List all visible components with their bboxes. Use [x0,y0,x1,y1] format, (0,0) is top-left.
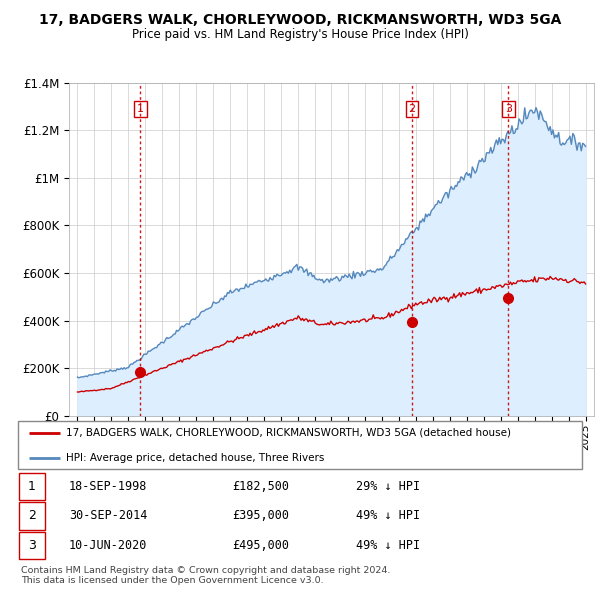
Text: 49% ↓ HPI: 49% ↓ HPI [356,509,421,523]
FancyBboxPatch shape [18,421,582,469]
Text: 17, BADGERS WALK, CHORLEYWOOD, RICKMANSWORTH, WD3 5GA: 17, BADGERS WALK, CHORLEYWOOD, RICKMANSW… [39,13,561,27]
Text: 18-SEP-1998: 18-SEP-1998 [69,480,147,493]
Text: 49% ↓ HPI: 49% ↓ HPI [356,539,421,552]
Text: £395,000: £395,000 [232,509,289,523]
Text: 3: 3 [28,539,36,552]
Text: HPI: Average price, detached house, Three Rivers: HPI: Average price, detached house, Thre… [66,453,325,463]
Text: Price paid vs. HM Land Registry's House Price Index (HPI): Price paid vs. HM Land Registry's House … [131,28,469,41]
Text: 30-SEP-2014: 30-SEP-2014 [69,509,147,523]
Text: 3: 3 [505,104,512,114]
Text: 10-JUN-2020: 10-JUN-2020 [69,539,147,552]
Text: 1: 1 [137,104,144,114]
FancyBboxPatch shape [19,502,45,530]
Text: £495,000: £495,000 [232,539,289,552]
Text: 2: 2 [409,104,416,114]
Text: Contains HM Land Registry data © Crown copyright and database right 2024.: Contains HM Land Registry data © Crown c… [21,566,391,575]
FancyBboxPatch shape [19,473,45,500]
Text: 29% ↓ HPI: 29% ↓ HPI [356,480,421,493]
Text: 17, BADGERS WALK, CHORLEYWOOD, RICKMANSWORTH, WD3 5GA (detached house): 17, BADGERS WALK, CHORLEYWOOD, RICKMANSW… [66,428,511,438]
Text: £182,500: £182,500 [232,480,289,493]
Text: This data is licensed under the Open Government Licence v3.0.: This data is licensed under the Open Gov… [21,576,323,585]
Text: 1: 1 [28,480,36,493]
Text: 2: 2 [28,509,36,523]
FancyBboxPatch shape [19,532,45,559]
